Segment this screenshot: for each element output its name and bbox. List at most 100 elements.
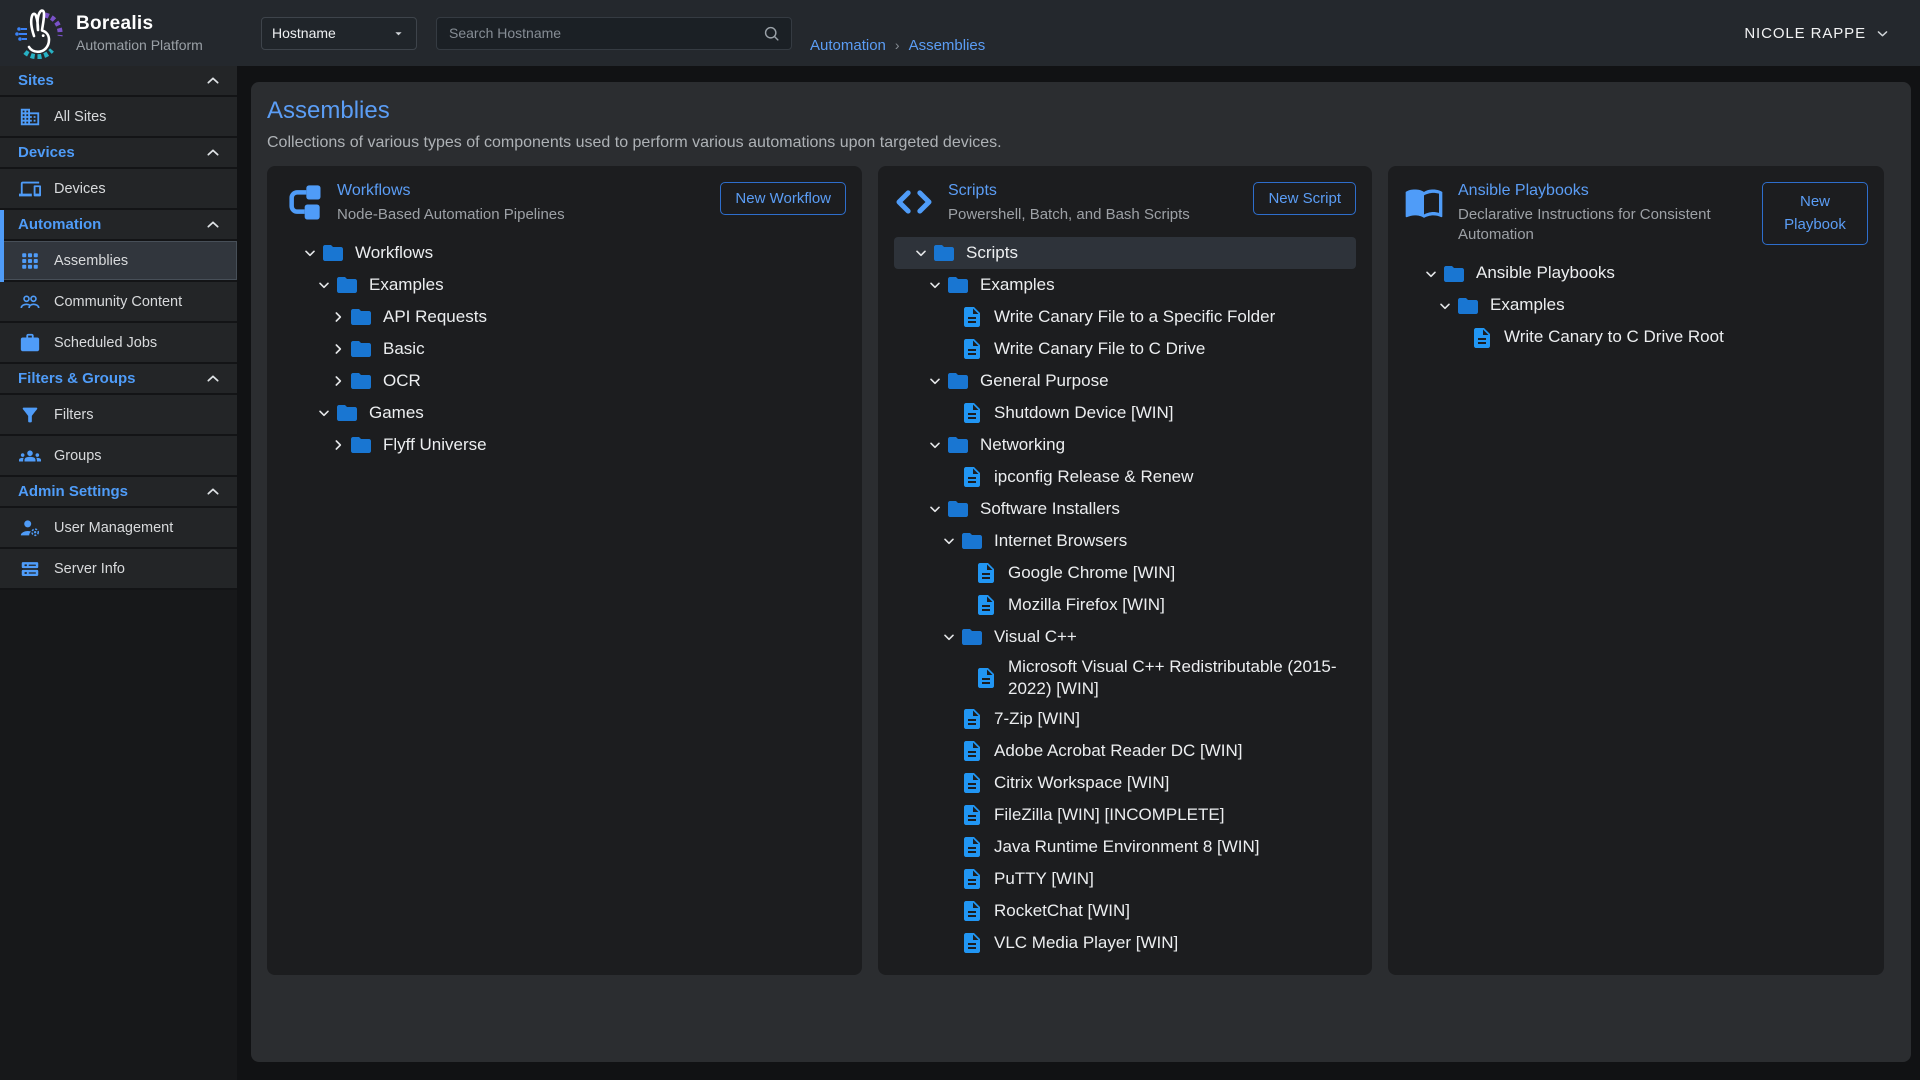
tree-item-ipconfig-release-renew[interactable]: ipconfig Release & Renew bbox=[894, 461, 1356, 493]
chevron-down-icon[interactable] bbox=[313, 405, 335, 421]
sidebar-list: Sites All Sites Devices Devices Automation As… bbox=[0, 66, 237, 590]
tree-item-google-chrome-win[interactable]: Google Chrome [WIN] bbox=[894, 557, 1356, 589]
folder-icon bbox=[335, 401, 359, 425]
sidebar-item-filters[interactable]: Filters bbox=[0, 395, 237, 436]
tree-ansible-playbooks: Ansible Playbooks Examples Write Canary to… bbox=[1404, 258, 1868, 354]
search-box bbox=[436, 16, 792, 50]
breadcrumb-item-assemblies[interactable]: Assemblies bbox=[908, 36, 986, 54]
tree-item-citrix-workspace-win[interactable]: Citrix Workspace [WIN] bbox=[894, 767, 1356, 799]
card-titles: Ansible Playbooks Declarative Instruction… bbox=[1458, 182, 1748, 246]
user-name: NICOLE RAPPE bbox=[1744, 24, 1866, 42]
tree-item-scripts[interactable]: Scripts bbox=[894, 237, 1356, 270]
chevron-down-icon[interactable] bbox=[1434, 298, 1456, 314]
sidebar-section-devices[interactable]: Devices bbox=[0, 138, 237, 169]
tree-item-adobe-acrobat-reader-dc-win[interactable]: Adobe Acrobat Reader DC [WIN] bbox=[894, 735, 1356, 767]
page-title: Assemblies bbox=[267, 97, 390, 124]
tree-item-label: Examples bbox=[980, 275, 1055, 295]
file-icon bbox=[974, 593, 998, 617]
tree-item-general-purpose[interactable]: General Purpose bbox=[894, 365, 1356, 397]
chevron-down-icon[interactable] bbox=[938, 533, 960, 549]
file-icon bbox=[960, 707, 984, 731]
sidebar-item-all-sites[interactable]: All Sites bbox=[0, 97, 237, 138]
sidebar-section-filters-groups[interactable]: Filters & Groups bbox=[0, 364, 237, 395]
chevron-right-icon[interactable] bbox=[327, 373, 349, 389]
folder-icon bbox=[349, 305, 373, 329]
chevron-right-icon[interactable] bbox=[327, 341, 349, 357]
tree-item-7-zip-win[interactable]: 7-Zip [WIN] bbox=[894, 703, 1356, 735]
tree-item-label: ipconfig Release & Renew bbox=[994, 467, 1194, 487]
page-description: Collections of various types of componen… bbox=[267, 134, 1002, 151]
sidebar-section-sites[interactable]: Sites bbox=[0, 66, 237, 97]
hostname-select[interactable]: Hostname bbox=[261, 16, 417, 50]
chevron-down-icon[interactable] bbox=[924, 501, 946, 517]
tree-item-putty-win[interactable]: PuTTY [WIN] bbox=[894, 863, 1356, 895]
main-panel: Assemblies Collections of various types … bbox=[251, 82, 1911, 1062]
folder-icon bbox=[1456, 294, 1480, 318]
tree-item-mozilla-firefox-win[interactable]: Mozilla Firefox [WIN] bbox=[894, 589, 1356, 621]
tree-item-write-canary-file-to-c-drive[interactable]: Write Canary File to C Drive bbox=[894, 333, 1356, 365]
tree-item-java-runtime-environment-8-win[interactable]: Java Runtime Environment 8 [WIN] bbox=[894, 831, 1356, 863]
sidebar-item-label: Scheduled Jobs bbox=[54, 334, 158, 351]
card-workflows: Workflows Node-Based Automation Pipelines… bbox=[267, 166, 862, 976]
tree-item-label: Write Canary to C Drive Root bbox=[1504, 327, 1724, 347]
tree-item-games[interactable]: Games bbox=[283, 397, 846, 429]
new-playbook-button[interactable]: New Playbook bbox=[1762, 182, 1868, 245]
sidebar-section-label: Devices bbox=[18, 144, 75, 161]
sidebar-item-user-management[interactable]: User Management bbox=[0, 508, 237, 549]
brand: Borealis Automation Platform bbox=[0, 7, 237, 59]
sidebar-section-admin-settings[interactable]: Admin Settings bbox=[0, 477, 237, 508]
sidebar-section-automation[interactable]: Automation bbox=[0, 210, 237, 241]
tree-item-visual-c[interactable]: Visual C++ bbox=[894, 621, 1356, 653]
new-workflow-button[interactable]: New Workflow bbox=[720, 182, 846, 215]
chevron-down-icon[interactable] bbox=[924, 437, 946, 453]
tree-item-filezilla-win-incomplete[interactable]: FileZilla [WIN] [INCOMPLETE] bbox=[894, 799, 1356, 831]
brand-text: Borealis Automation Platform bbox=[76, 13, 203, 53]
sidebar-item-server-info[interactable]: Server Info bbox=[0, 549, 237, 590]
sidebar-item-label: Groups bbox=[54, 447, 102, 464]
chevron-down-icon[interactable] bbox=[1420, 266, 1442, 282]
tree-item-examples[interactable]: Examples bbox=[894, 269, 1356, 301]
tree-item-vlc-media-player-win[interactable]: VLC Media Player [WIN] bbox=[894, 927, 1356, 959]
breadcrumb-item-automation[interactable]: Automation bbox=[810, 36, 886, 54]
sidebar-item-groups[interactable]: Groups bbox=[0, 436, 237, 477]
tree-item-examples[interactable]: Examples bbox=[1404, 290, 1868, 322]
chevron-right-icon[interactable] bbox=[327, 437, 349, 453]
tree-item-write-canary-to-c-drive-root[interactable]: Write Canary to C Drive Root bbox=[1404, 322, 1868, 354]
sidebar-item-devices[interactable]: Devices bbox=[0, 169, 237, 210]
sidebar-item-assemblies[interactable]: Assemblies bbox=[0, 241, 237, 282]
tree-item-basic[interactable]: Basic bbox=[283, 333, 846, 365]
tree-item-ocr[interactable]: OCR bbox=[283, 365, 846, 397]
tree-item-microsoft-visual-c-redistributable-2015-2022-win[interactable]: Microsoft Visual C++ Redistributable (20… bbox=[894, 653, 1356, 703]
sidebar-item-community-content[interactable]: Community Content bbox=[0, 282, 237, 323]
tree-item-flyff-universe[interactable]: Flyff Universe bbox=[283, 429, 846, 461]
tree-item-internet-browsers[interactable]: Internet Browsers bbox=[894, 525, 1356, 557]
chevron-down-icon[interactable] bbox=[299, 245, 321, 261]
tree-item-ansible-playbooks[interactable]: Ansible Playbooks bbox=[1404, 258, 1868, 290]
tree-item-workflows[interactable]: Workflows bbox=[283, 237, 846, 269]
user-menu[interactable]: NICOLE RAPPE bbox=[1744, 25, 1890, 42]
tree-item-api-requests[interactable]: API Requests bbox=[283, 301, 846, 333]
tree-item-software-installers[interactable]: Software Installers bbox=[894, 493, 1356, 525]
tree-item-shutdown-device-win[interactable]: Shutdown Device [WIN] bbox=[894, 397, 1356, 429]
tree-item-rocketchat-win[interactable]: RocketChat [WIN] bbox=[894, 895, 1356, 927]
tree-item-examples[interactable]: Examples bbox=[283, 269, 846, 301]
chevron-up-icon bbox=[205, 371, 221, 387]
search-input[interactable] bbox=[447, 24, 762, 42]
chevron-down-icon[interactable] bbox=[924, 277, 946, 293]
file-icon bbox=[960, 867, 984, 891]
tree-item-label: Java Runtime Environment 8 [WIN] bbox=[994, 837, 1260, 857]
sidebar-item-scheduled-jobs[interactable]: Scheduled Jobs bbox=[0, 323, 237, 364]
chevron-down-icon[interactable] bbox=[910, 245, 932, 261]
cards-row: Workflows Node-Based Automation Pipelines… bbox=[267, 166, 1895, 976]
chevron-right-icon[interactable] bbox=[327, 309, 349, 325]
chevron-down-icon[interactable] bbox=[938, 629, 960, 645]
file-icon bbox=[960, 803, 984, 827]
tree-item-write-canary-file-to-a-specific-folder[interactable]: Write Canary File to a Specific Folder bbox=[894, 301, 1356, 333]
card-title: Ansible Playbooks bbox=[1458, 182, 1589, 199]
tree-item-networking[interactable]: Networking bbox=[894, 429, 1356, 461]
chevron-up-icon bbox=[205, 484, 221, 500]
chevron-down-icon[interactable] bbox=[313, 277, 335, 293]
chevron-down-icon[interactable] bbox=[924, 373, 946, 389]
tree-item-label: Examples bbox=[369, 275, 444, 295]
new-script-button[interactable]: New Script bbox=[1253, 182, 1356, 215]
